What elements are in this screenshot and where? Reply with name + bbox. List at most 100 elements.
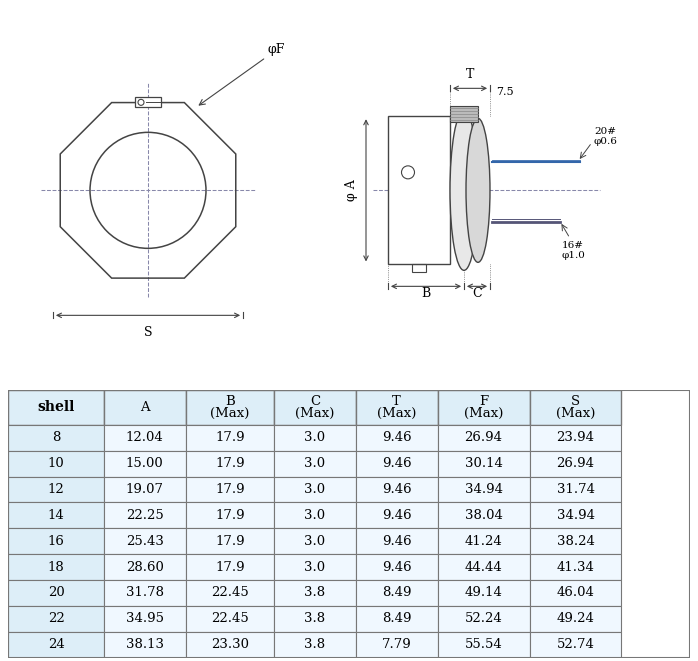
- Text: T: T: [392, 395, 401, 408]
- Text: A: A: [140, 401, 149, 414]
- Bar: [8, 425, 104, 451]
- Bar: [530, 390, 621, 425]
- Text: 3.0: 3.0: [304, 483, 325, 496]
- Bar: [530, 554, 621, 580]
- Bar: [186, 390, 274, 425]
- Text: 20#: 20#: [594, 128, 616, 136]
- Text: 7.5: 7.5: [496, 87, 514, 97]
- Text: (Max): (Max): [464, 407, 503, 420]
- Text: B: B: [225, 395, 235, 408]
- Text: 10: 10: [47, 457, 64, 470]
- Bar: [438, 554, 530, 580]
- Text: 34.94: 34.94: [556, 509, 595, 522]
- Text: (Max): (Max): [556, 407, 595, 420]
- Bar: [104, 451, 186, 477]
- Text: 9.46: 9.46: [382, 561, 412, 574]
- Bar: [8, 632, 104, 658]
- Bar: [438, 606, 530, 632]
- Bar: [104, 502, 186, 528]
- Text: 20: 20: [47, 586, 64, 600]
- Bar: [104, 554, 186, 580]
- Bar: [186, 528, 274, 554]
- Text: 38.24: 38.24: [556, 535, 595, 548]
- Bar: [274, 580, 356, 606]
- Bar: [104, 632, 186, 658]
- Text: 3.0: 3.0: [304, 431, 325, 444]
- Text: 9.46: 9.46: [382, 535, 412, 548]
- Bar: [530, 632, 621, 658]
- Text: S: S: [571, 395, 580, 408]
- Text: 3.0: 3.0: [304, 457, 325, 470]
- Text: 31.74: 31.74: [556, 483, 595, 496]
- Text: 16: 16: [47, 535, 64, 548]
- Bar: [530, 502, 621, 528]
- Text: 9.46: 9.46: [382, 509, 412, 522]
- Bar: [274, 528, 356, 554]
- Text: 3.0: 3.0: [304, 509, 325, 522]
- Bar: [186, 580, 274, 606]
- Bar: [8, 528, 104, 554]
- Text: 18: 18: [47, 561, 64, 574]
- Bar: [438, 390, 530, 425]
- Text: 41.34: 41.34: [556, 561, 595, 574]
- Bar: [8, 606, 104, 632]
- Bar: [104, 477, 186, 502]
- Text: 8: 8: [52, 431, 60, 444]
- Bar: [8, 451, 104, 477]
- Bar: [104, 580, 186, 606]
- Text: 3.8: 3.8: [304, 612, 325, 625]
- Text: 49.24: 49.24: [556, 612, 595, 625]
- Bar: [356, 632, 438, 658]
- Bar: [186, 477, 274, 502]
- Text: 15.00: 15.00: [126, 457, 163, 470]
- Bar: [356, 451, 438, 477]
- Bar: [356, 606, 438, 632]
- Text: S: S: [144, 327, 152, 339]
- Text: 9.46: 9.46: [382, 431, 412, 444]
- Text: 12: 12: [47, 483, 64, 496]
- Text: 31.78: 31.78: [126, 586, 163, 600]
- Bar: [8, 390, 104, 425]
- Bar: [104, 390, 186, 425]
- Text: 9.46: 9.46: [382, 483, 412, 496]
- Text: 16#: 16#: [562, 241, 584, 251]
- Text: 17.9: 17.9: [215, 535, 244, 548]
- Text: 28.60: 28.60: [126, 561, 163, 574]
- Bar: [450, 106, 478, 122]
- Bar: [388, 116, 450, 264]
- Text: 9.46: 9.46: [382, 457, 412, 470]
- Text: 7.79: 7.79: [382, 639, 412, 651]
- Bar: [186, 451, 274, 477]
- Text: C: C: [472, 288, 482, 300]
- Text: φF: φF: [268, 44, 285, 56]
- Bar: [356, 528, 438, 554]
- Text: 23.94: 23.94: [556, 431, 595, 444]
- Text: (Max): (Max): [377, 407, 417, 420]
- Bar: [135, 97, 161, 107]
- Text: 25.43: 25.43: [126, 535, 163, 548]
- Ellipse shape: [466, 118, 490, 262]
- Bar: [438, 425, 530, 451]
- Bar: [104, 528, 186, 554]
- Bar: [438, 632, 530, 658]
- Text: 17.9: 17.9: [215, 509, 244, 522]
- Bar: [530, 606, 621, 632]
- Text: B: B: [422, 288, 431, 300]
- Text: 19.07: 19.07: [126, 483, 163, 496]
- Bar: [356, 477, 438, 502]
- Text: 22.45: 22.45: [211, 612, 248, 625]
- Bar: [186, 606, 274, 632]
- Text: 22.45: 22.45: [211, 586, 248, 600]
- Text: 8.49: 8.49: [382, 586, 411, 600]
- Text: shell: shell: [38, 401, 75, 414]
- Bar: [274, 554, 356, 580]
- Bar: [438, 502, 530, 528]
- Text: 52.24: 52.24: [465, 612, 503, 625]
- Bar: [274, 606, 356, 632]
- Bar: [356, 390, 438, 425]
- Bar: [356, 580, 438, 606]
- Text: 26.94: 26.94: [465, 431, 503, 444]
- Bar: [356, 425, 438, 451]
- Bar: [186, 632, 274, 658]
- Bar: [438, 451, 530, 477]
